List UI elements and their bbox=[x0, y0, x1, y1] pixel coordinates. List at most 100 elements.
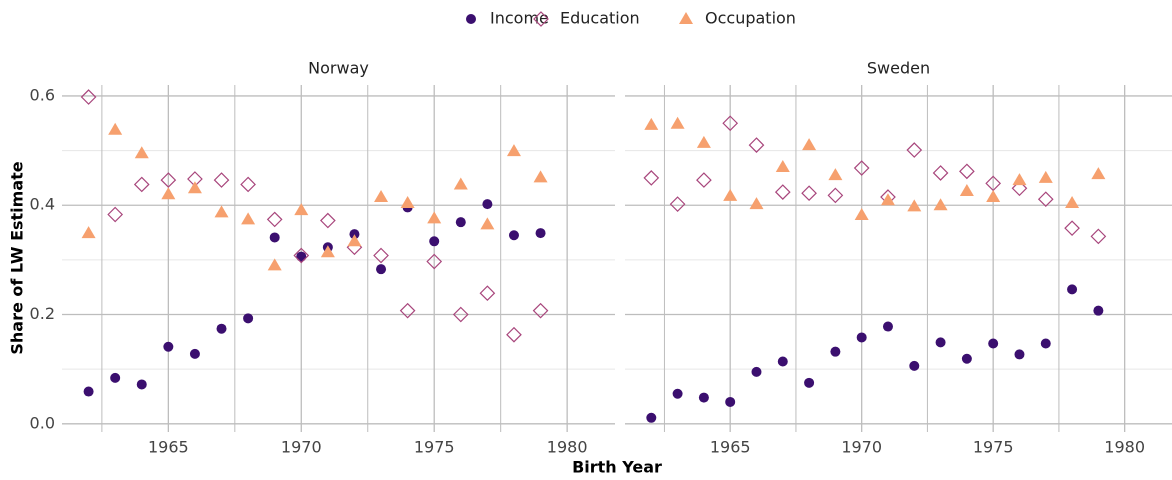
point bbox=[399, 302, 416, 319]
point bbox=[532, 302, 549, 319]
point bbox=[455, 217, 466, 228]
point bbox=[804, 377, 815, 388]
point bbox=[320, 212, 336, 229]
legend-label: Occupation bbox=[705, 9, 796, 28]
x-tick-label: 1975 bbox=[414, 438, 455, 457]
point bbox=[187, 181, 202, 194]
y-tick-label: 0.6 bbox=[30, 85, 55, 104]
point bbox=[266, 211, 283, 228]
point bbox=[506, 144, 521, 157]
point bbox=[320, 245, 335, 258]
panel-title: Sweden bbox=[867, 59, 930, 78]
point bbox=[1014, 349, 1025, 360]
y-tick-label: 0.4 bbox=[30, 195, 55, 214]
point bbox=[961, 353, 972, 364]
x-axis-title: Birth Year bbox=[572, 458, 662, 477]
point bbox=[241, 212, 256, 225]
point bbox=[748, 137, 765, 153]
point bbox=[214, 205, 229, 218]
point bbox=[1067, 284, 1078, 295]
point bbox=[827, 187, 844, 204]
point bbox=[296, 251, 307, 262]
point bbox=[933, 198, 948, 211]
point bbox=[698, 392, 709, 403]
point bbox=[644, 117, 659, 130]
point bbox=[1090, 228, 1107, 245]
point bbox=[83, 386, 94, 397]
point bbox=[163, 341, 174, 352]
legend-label: Income bbox=[490, 9, 549, 28]
point bbox=[1091, 167, 1106, 180]
panel-title: Norway bbox=[308, 59, 369, 78]
point bbox=[213, 172, 230, 188]
point bbox=[161, 187, 176, 200]
legend-marker bbox=[679, 12, 693, 24]
point bbox=[907, 199, 922, 212]
point bbox=[508, 230, 519, 241]
point bbox=[427, 211, 442, 224]
point bbox=[988, 338, 999, 349]
point bbox=[400, 196, 415, 209]
point bbox=[376, 264, 387, 275]
point bbox=[453, 177, 468, 190]
x-tick-label: 1975 bbox=[973, 438, 1014, 457]
point bbox=[646, 412, 657, 423]
point bbox=[294, 203, 309, 216]
point bbox=[751, 366, 762, 377]
point bbox=[696, 172, 712, 188]
point bbox=[240, 176, 256, 193]
point bbox=[801, 185, 817, 202]
point bbox=[959, 163, 975, 180]
point bbox=[426, 253, 443, 270]
point bbox=[932, 165, 949, 181]
point bbox=[935, 337, 946, 348]
point bbox=[482, 199, 493, 210]
point bbox=[909, 360, 920, 371]
point bbox=[133, 176, 150, 193]
point bbox=[725, 396, 736, 407]
point bbox=[134, 146, 149, 159]
point bbox=[853, 160, 870, 176]
point bbox=[723, 188, 738, 201]
point bbox=[480, 217, 495, 230]
point bbox=[986, 190, 1001, 203]
point bbox=[1040, 338, 1051, 349]
point bbox=[880, 193, 895, 206]
point bbox=[506, 326, 522, 343]
x-tick-label: 1970 bbox=[841, 438, 882, 457]
x-tick-label: 1980 bbox=[1104, 438, 1145, 457]
point bbox=[81, 226, 96, 239]
point bbox=[1064, 220, 1080, 237]
point bbox=[696, 135, 711, 148]
point bbox=[830, 346, 841, 357]
point bbox=[1037, 191, 1054, 208]
point bbox=[1093, 305, 1104, 316]
point bbox=[1011, 180, 1028, 197]
y-tick-label: 0.0 bbox=[30, 413, 55, 432]
point bbox=[643, 170, 660, 186]
point bbox=[479, 285, 496, 302]
point bbox=[535, 228, 546, 239]
point bbox=[374, 190, 389, 203]
point bbox=[243, 313, 254, 324]
legend-label: Education bbox=[560, 9, 640, 28]
x-tick-label: 1965 bbox=[148, 438, 189, 457]
point bbox=[533, 170, 548, 183]
point bbox=[136, 379, 147, 390]
point bbox=[189, 348, 200, 359]
point bbox=[906, 142, 923, 158]
point bbox=[160, 172, 177, 188]
point bbox=[774, 184, 791, 200]
point bbox=[1038, 170, 1053, 183]
point bbox=[1065, 196, 1080, 209]
legend-marker bbox=[533, 11, 549, 27]
point bbox=[108, 122, 123, 135]
point bbox=[882, 321, 893, 332]
x-tick-label: 1965 bbox=[710, 438, 751, 457]
y-tick-label: 0.2 bbox=[30, 304, 55, 323]
point bbox=[959, 184, 974, 197]
point bbox=[293, 247, 310, 264]
point bbox=[347, 234, 362, 247]
y-axis-title: Share of LW Estimate bbox=[8, 161, 27, 354]
